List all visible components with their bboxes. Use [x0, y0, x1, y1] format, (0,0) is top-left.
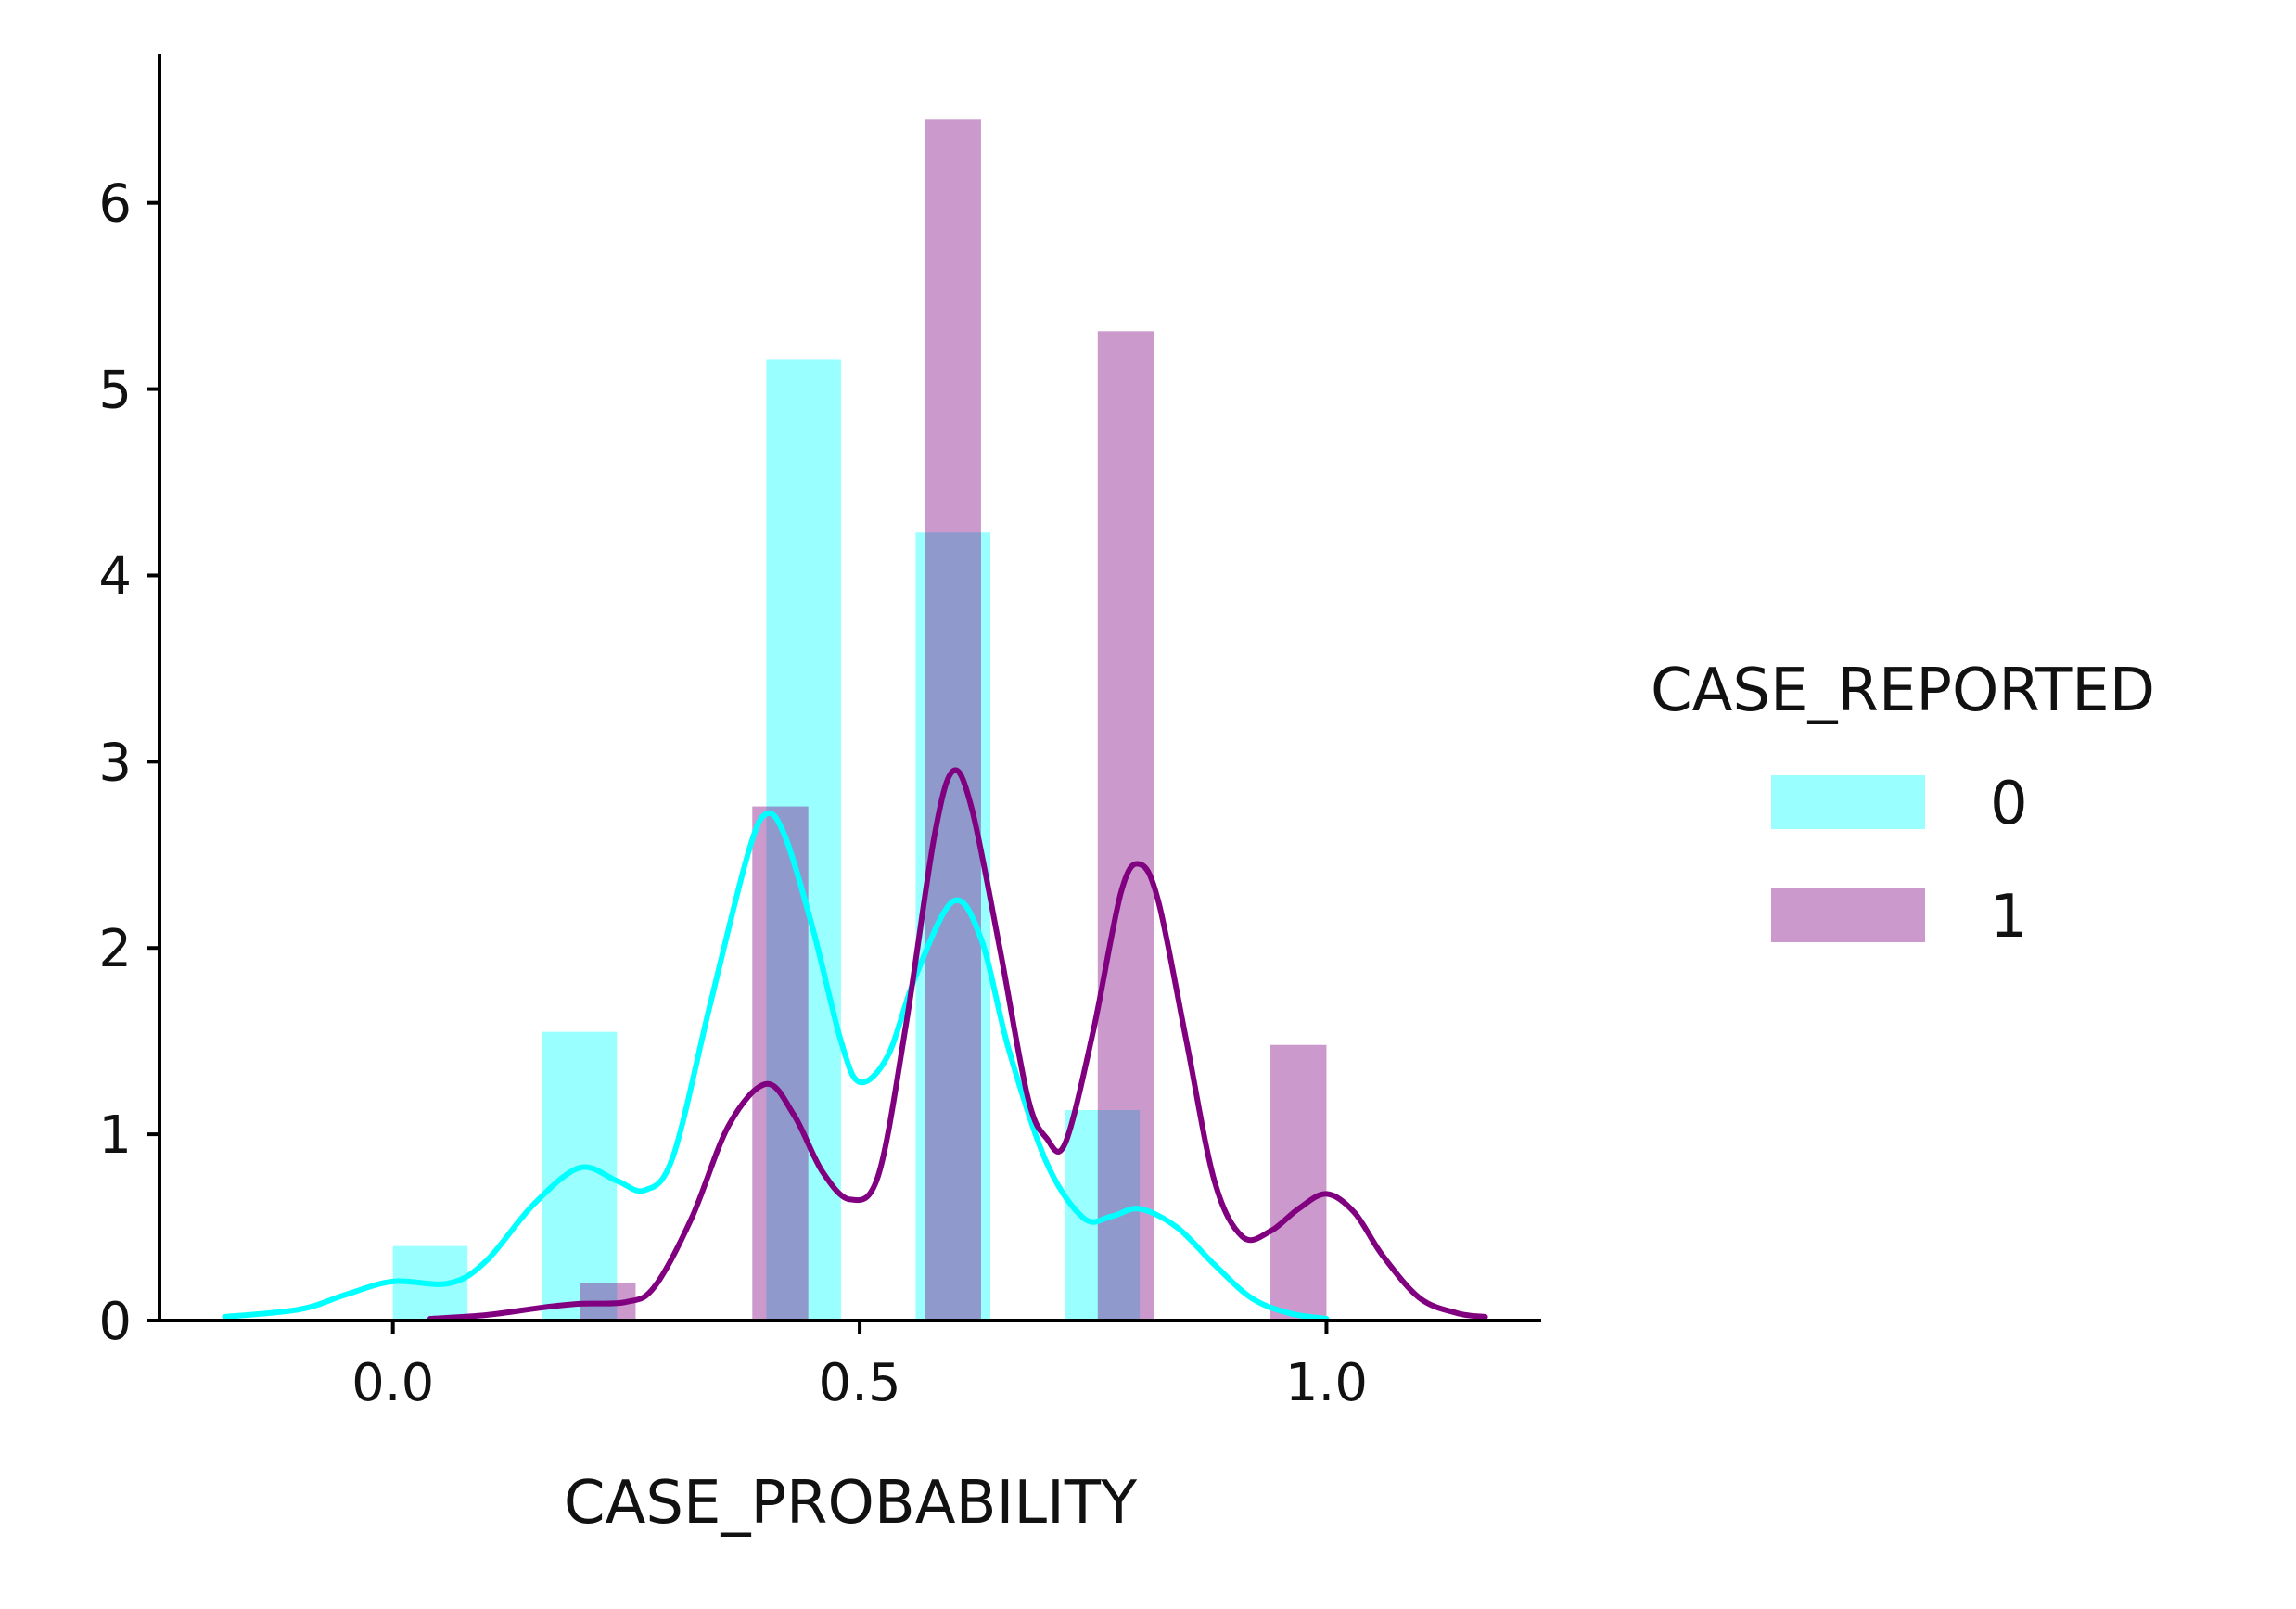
- y-ticks: 0 1 2 3 4 5 6: [98, 174, 159, 1352]
- bar-series-1-1: [752, 806, 809, 1321]
- x-ticks: 0.0 0.5 1.0: [351, 1321, 1368, 1413]
- x-tick-label-0: 0.0: [351, 1353, 434, 1413]
- y-tick-label-1: 1: [98, 1105, 132, 1166]
- bar-series-1-4: [1270, 1044, 1327, 1321]
- bar-series-1-3: [1097, 331, 1154, 1321]
- legend-swatch-1: [1771, 888, 1925, 942]
- legend: CASE_REPORTED 01: [1651, 657, 2155, 951]
- y-tick-label-3: 3: [98, 733, 132, 793]
- kde-curves: [222, 767, 1488, 1322]
- kde-line-series-0: [222, 810, 1330, 1322]
- y-tick-label-2: 2: [98, 919, 132, 979]
- legend-items: 01: [1771, 770, 2028, 951]
- histogram-bars: [392, 119, 1327, 1322]
- legend-title: CASE_REPORTED: [1651, 657, 2155, 725]
- y-tick-label-5: 5: [98, 361, 132, 421]
- y-tick-label-6: 6: [98, 174, 132, 235]
- bar-series-1-2: [925, 119, 981, 1321]
- legend-label-1: 1: [1990, 883, 2028, 951]
- x-tick-label-2: 1.0: [1285, 1353, 1368, 1413]
- axes: [158, 54, 1541, 1322]
- legend-swatch-0: [1771, 775, 1925, 829]
- y-tick-label-4: 4: [98, 546, 132, 607]
- x-tick-label-1: 0.5: [819, 1353, 901, 1413]
- legend-label-0: 0: [1990, 770, 2028, 838]
- y-tick-label-0: 0: [98, 1292, 132, 1352]
- bar-series-0-2: [766, 359, 841, 1322]
- x-axis-label: CASE_PROBABILITY: [564, 1469, 1138, 1538]
- kde-line-series-1: [427, 767, 1488, 1322]
